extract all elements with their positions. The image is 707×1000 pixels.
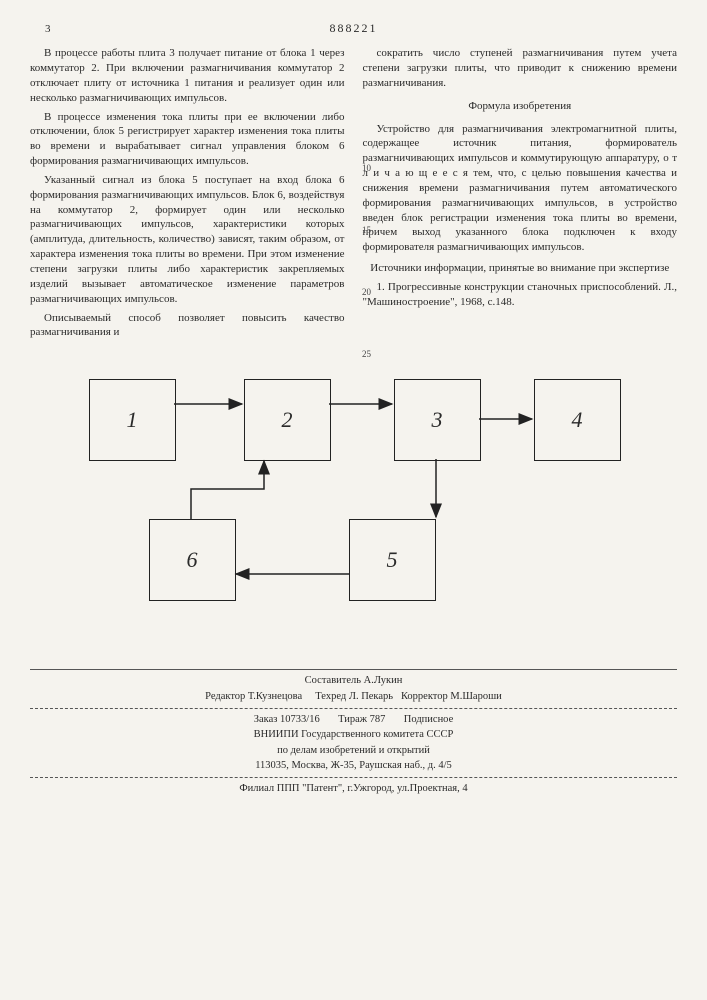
para: сократить число ступеней размагничивания…: [363, 46, 678, 91]
techred: Техред Л. Пекарь: [315, 691, 393, 702]
editor-line: Редактор Т.Кузнецова Техред Л. Пекарь Ко…: [30, 690, 677, 704]
branch-line: Филиал ППП "Патент", г.Ужгород, ул.Проек…: [30, 782, 677, 796]
line-number: 20: [362, 286, 371, 298]
line-number: 25: [362, 348, 371, 360]
para: В процессе изменения тока плиты при ее в…: [30, 110, 345, 169]
patent-number: 888221: [30, 20, 677, 36]
diagram-box-6: 6: [149, 519, 236, 601]
subscription: Подписное: [404, 714, 453, 725]
order-line: Заказ 10733/16 Тираж 787 Подписное: [30, 713, 677, 727]
claims-title: Формула изобретения: [363, 99, 678, 114]
editor: Редактор Т.Кузнецова: [205, 691, 302, 702]
block-diagram: 1 2 3 4 6 5: [84, 369, 624, 619]
footer: Составитель А.Лукин Редактор Т.Кузнецова…: [0, 669, 707, 795]
diagram-box-4: 4: [534, 379, 621, 461]
para: В процессе работы плита 3 получает питан…: [30, 46, 345, 105]
line-number: 10: [362, 162, 371, 174]
para: Устройство для размагничивания электрома…: [363, 122, 678, 256]
diagram-box-5: 5: [349, 519, 436, 601]
sources-title: Источники информации, принятые во вниман…: [363, 261, 678, 276]
page-number-left: 3: [45, 22, 51, 37]
right-column: сократить число ступеней размагничивания…: [363, 46, 678, 344]
circulation: Тираж 787: [338, 714, 385, 725]
order: Заказ 10733/16: [254, 714, 320, 725]
text-columns: В процессе работы плита 3 получает питан…: [30, 46, 677, 344]
compiler-line: Составитель А.Лукин: [30, 674, 677, 688]
diagram-box-3: 3: [394, 379, 481, 461]
diagram-box-1: 1: [89, 379, 176, 461]
org2-line: по делам изобретений и открытий: [30, 744, 677, 758]
para: Указанный сигнал из блока 5 поступает на…: [30, 173, 345, 307]
address-line: 113035, Москва, Ж-35, Раушская наб., д. …: [30, 759, 677, 773]
line-number: 15: [362, 224, 371, 236]
org-line: ВНИИПИ Государственного комитета СССР: [30, 728, 677, 742]
left-column: В процессе работы плита 3 получает питан…: [30, 46, 345, 344]
diagram-box-2: 2: [244, 379, 331, 461]
corrector: Корректор М.Шароши: [401, 691, 502, 702]
para: Описываемый способ позволяет повысить ка…: [30, 311, 345, 341]
para: 1. Прогрессивные конструкции станочных п…: [363, 280, 678, 310]
